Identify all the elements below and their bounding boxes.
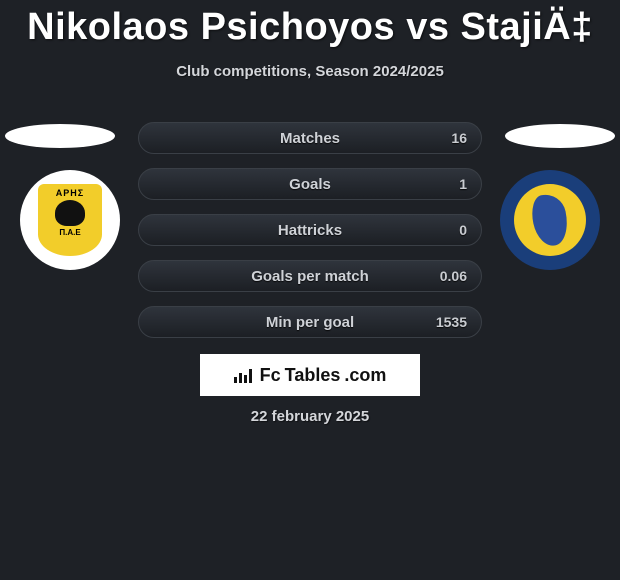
date-line: 22 february 2025 — [0, 408, 620, 425]
club-badge-right-inner — [514, 184, 586, 256]
player-plate-right — [505, 124, 615, 148]
stat-value-right: 0 — [459, 222, 467, 238]
club-badge-right-runner — [528, 191, 572, 249]
club-badge-left: APHΣ Π.Α.Ε — [20, 170, 120, 270]
club-badge-left-text-bottom: Π.Α.Ε — [59, 228, 80, 237]
stat-value-right: 16 — [451, 130, 467, 146]
club-badge-left-shield: APHΣ Π.Α.Ε — [38, 184, 102, 256]
club-badge-right — [500, 170, 600, 270]
club-badge-left-figure — [55, 200, 85, 226]
stat-value-right: 0.06 — [440, 268, 467, 284]
stat-row-goals-per-match: Goals per match 0.06 — [138, 260, 482, 292]
bar-chart-icon — [234, 367, 254, 383]
subtitle: Club competitions, Season 2024/2025 — [0, 63, 620, 80]
stat-row-hattricks: Hattricks 0 — [138, 214, 482, 246]
stat-row-goals: Goals 1 — [138, 168, 482, 200]
stat-label: Goals — [289, 176, 331, 193]
brand-box[interactable]: FcTables.com — [200, 354, 420, 396]
player-plate-left — [5, 124, 115, 148]
brand-text-a: Fc — [260, 365, 281, 386]
stat-label: Min per goal — [266, 314, 354, 331]
club-badge-left-text-top: APHΣ — [56, 188, 84, 198]
stat-row-min-per-goal: Min per goal 1535 — [138, 306, 482, 338]
stat-row-matches: Matches 16 — [138, 122, 482, 154]
brand-text-b: Tables — [285, 365, 341, 386]
stat-label: Goals per match — [251, 268, 369, 285]
stat-value-right: 1535 — [436, 314, 467, 330]
stat-value-right: 1 — [459, 176, 467, 192]
stat-label: Matches — [280, 130, 340, 147]
stat-label: Hattricks — [278, 222, 342, 239]
brand-text-c: .com — [344, 365, 386, 386]
page-title: Nikolaos Psichoyos vs StajiÄ‡ — [0, 0, 620, 49]
stats-rows: Matches 16 Goals 1 Hattricks 0 Goals per… — [138, 122, 482, 352]
